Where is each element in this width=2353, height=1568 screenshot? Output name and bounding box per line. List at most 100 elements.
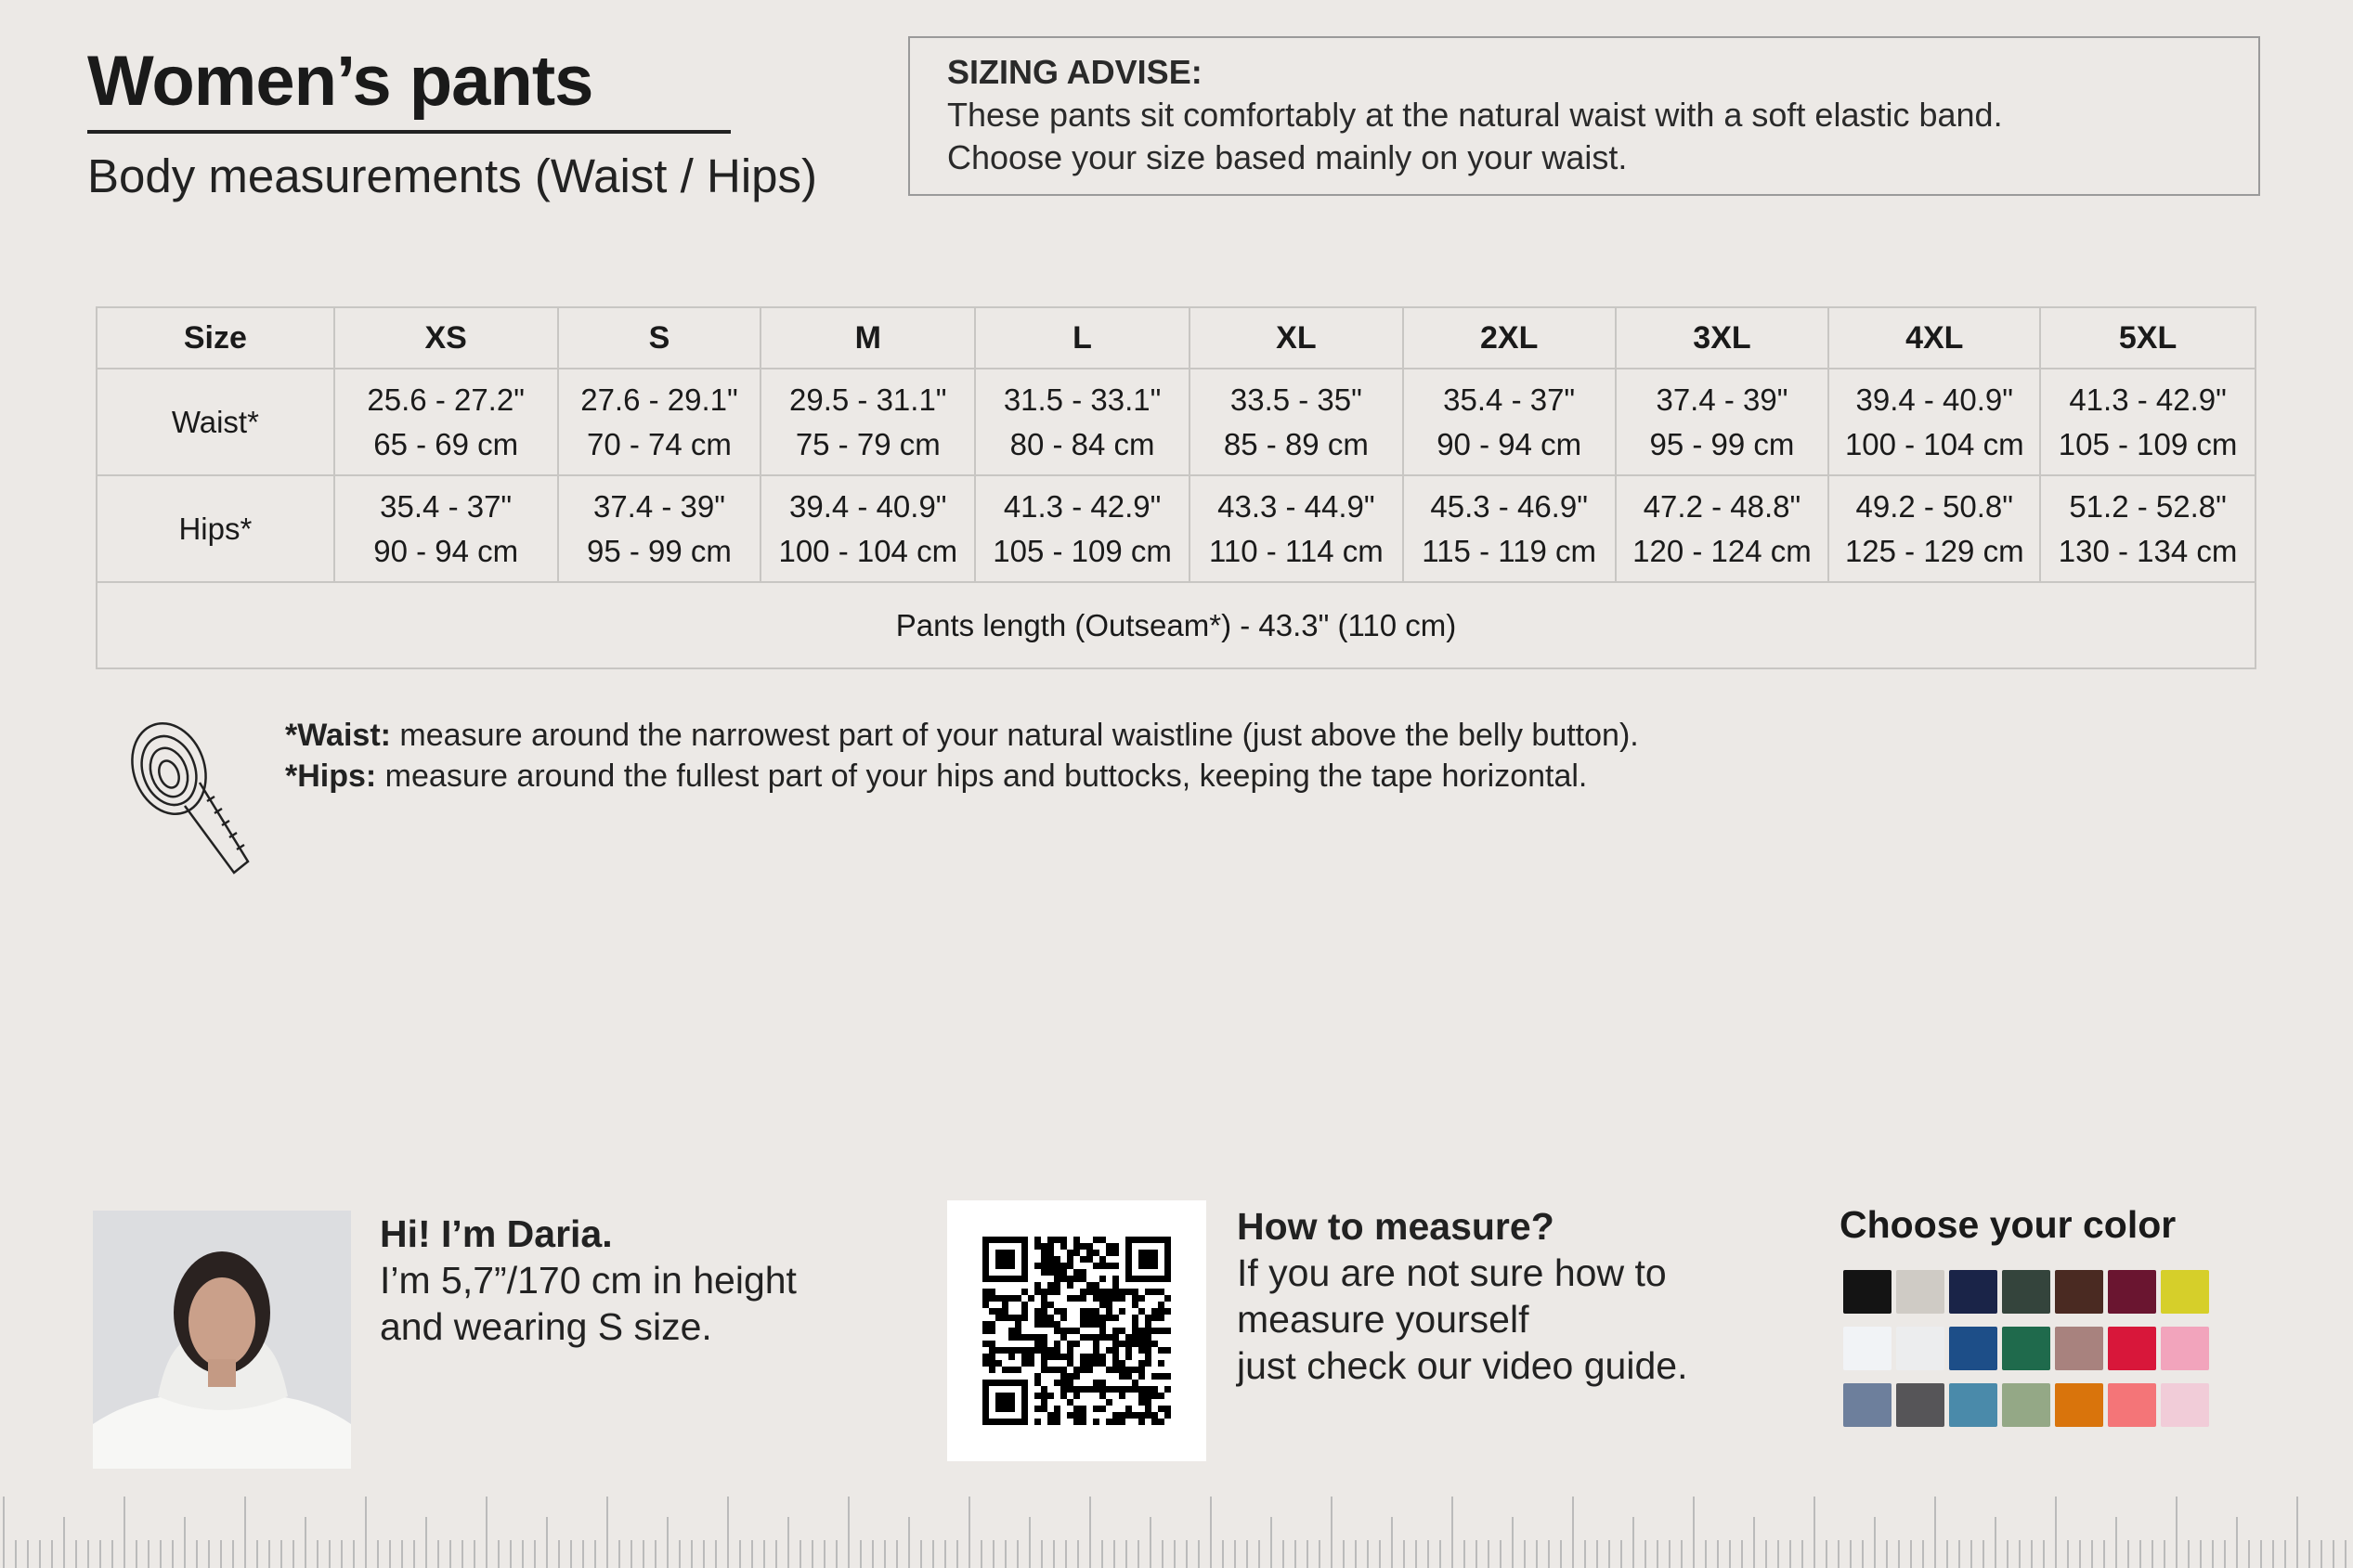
colors-title: Choose your color xyxy=(1840,1203,2177,1246)
cm-value: 95 - 99 cm xyxy=(587,533,732,568)
how-to-measure: How to measure? If you are not sure how … xyxy=(1237,1203,1687,1389)
color-swatch[interactable] xyxy=(2108,1383,2156,1427)
inches-value: 29.5 - 31.1" xyxy=(789,382,947,417)
ruler-decoration xyxy=(3,1497,2346,1568)
column-header: M xyxy=(760,306,977,369)
table-row: Hips* 35.4 - 37" 90 - 94 cm 37.4 - 39" 95 - … xyxy=(96,474,2256,583)
column-header: S xyxy=(556,306,762,369)
title-underline xyxy=(87,130,731,134)
table-cell: 49.2 - 50.8" 125 - 129 cm xyxy=(1827,474,2042,583)
color-swatch[interactable] xyxy=(1843,1383,1892,1427)
how-to-line: just check our video guide. xyxy=(1237,1344,1688,1387)
inches-value: 25.6 - 27.2" xyxy=(367,382,525,417)
color-swatch[interactable] xyxy=(2161,1327,2209,1370)
pants-length: Pants length (Outseam*) - 43.3" (110 cm) xyxy=(96,581,2256,669)
color-swatch[interactable] xyxy=(1843,1327,1892,1370)
color-swatch[interactable] xyxy=(2055,1383,2103,1427)
inches-value: 47.2 - 48.8" xyxy=(1643,488,1801,524)
cm-value: 100 - 104 cm xyxy=(778,533,958,568)
color-swatch[interactable] xyxy=(1843,1270,1892,1314)
how-to-line: If you are not sure how to xyxy=(1237,1251,1667,1294)
inches-value: 39.4 - 40.9" xyxy=(1855,382,2014,417)
page-subtitle: Body measurements (Waist / Hips) xyxy=(87,149,817,202)
color-swatch[interactable] xyxy=(2108,1270,2156,1314)
page-title: Women’s pants xyxy=(87,42,593,121)
cm-value: 80 - 84 cm xyxy=(1009,426,1155,461)
color-swatches xyxy=(1843,1270,2209,1427)
model-photo xyxy=(93,1211,351,1469)
note-waist: *Waist: measure around the narrowest par… xyxy=(285,718,1639,753)
table-cell: 27.6 - 29.1" 70 - 74 cm xyxy=(556,368,762,476)
cm-value: 130 - 134 cm xyxy=(2058,533,2238,568)
cm-value: 120 - 124 cm xyxy=(1632,533,1812,568)
color-swatch[interactable] xyxy=(1896,1327,1944,1370)
column-header: 5XL xyxy=(2039,306,2256,369)
cm-value: 105 - 109 cm xyxy=(2058,426,2238,461)
color-swatch[interactable] xyxy=(2055,1270,2103,1314)
inches-value: 45.3 - 46.9" xyxy=(1430,488,1588,524)
cm-value: 95 - 99 cm xyxy=(1649,426,1795,461)
column-header: 3XL xyxy=(1614,306,1830,369)
measuring-tape-icon xyxy=(131,722,250,875)
color-swatch[interactable] xyxy=(1896,1383,1944,1427)
color-swatch[interactable] xyxy=(2002,1270,2050,1314)
size-table: Size XS S M L XL 2XL 3XL 4XL 5XL Waist* 25.6 - 27.… xyxy=(96,306,2256,669)
color-swatch[interactable] xyxy=(1949,1327,1997,1370)
color-swatch[interactable] xyxy=(2002,1383,2050,1427)
table-row: Waist* 25.6 - 27.2" 65 - 69 cm 27.6 - 29.1"… xyxy=(96,368,2256,476)
inches-value: 41.3 - 42.9" xyxy=(2069,382,2227,417)
table-cell: 41.3 - 42.9" 105 - 109 cm xyxy=(974,474,1190,583)
color-swatch[interactable] xyxy=(1896,1270,1944,1314)
table-cell: 29.5 - 31.1" 75 - 79 cm xyxy=(760,368,977,476)
table-cell: 51.2 - 52.8" 130 - 134 cm xyxy=(2039,474,2256,583)
color-swatch[interactable] xyxy=(2002,1327,2050,1370)
cm-value: 85 - 89 cm xyxy=(1223,426,1369,461)
table-cell: 37.4 - 39" 95 - 99 cm xyxy=(556,474,762,583)
row-label: Waist* xyxy=(96,368,335,476)
column-header: L xyxy=(974,306,1190,369)
column-header: 2XL xyxy=(1401,306,1617,369)
color-swatch[interactable] xyxy=(1949,1270,1997,1314)
table-cell: 47.2 - 48.8" 120 - 124 cm xyxy=(1614,474,1830,583)
cm-value: 65 - 69 cm xyxy=(373,426,519,461)
table-cell: 25.6 - 27.2" 65 - 69 cm xyxy=(332,368,559,476)
advice-line: Choose your size based mainly on your wa… xyxy=(947,138,1628,176)
color-swatch[interactable] xyxy=(2055,1327,2103,1370)
row-label: Hips* xyxy=(96,474,335,583)
column-header: 4XL xyxy=(1827,306,2042,369)
table-cell: 35.4 - 37" 90 - 94 cm xyxy=(332,474,559,583)
measurement-notes: *Waist: measure around the narrowest par… xyxy=(285,715,1639,797)
table-header-row: Size XS S M L XL 2XL 3XL 4XL 5XL xyxy=(96,306,2256,369)
inches-value: 43.3 - 44.9" xyxy=(1217,488,1375,524)
inches-value: 33.5 - 35" xyxy=(1229,382,1362,417)
how-to-line: measure yourself xyxy=(1237,1298,1529,1341)
cm-value: 70 - 74 cm xyxy=(587,426,732,461)
model-info: Hi! I’m Daria. I’m 5,7”/170 cm in height… xyxy=(380,1211,797,1350)
column-header: XL xyxy=(1188,306,1404,369)
inches-value: 37.4 - 39" xyxy=(1656,382,1788,417)
note-hips: *Hips: measure around the fullest part o… xyxy=(285,758,1588,794)
model-size: and wearing S size. xyxy=(380,1305,712,1348)
column-header: Size xyxy=(96,306,335,369)
color-swatch[interactable] xyxy=(2108,1327,2156,1370)
color-swatch[interactable] xyxy=(2161,1270,2209,1314)
model-greeting: Hi! I’m Daria. xyxy=(380,1212,613,1255)
table-cell: 43.3 - 44.9" 110 - 114 cm xyxy=(1188,474,1404,583)
how-to-measure-heading: How to measure? xyxy=(1237,1205,1554,1248)
cm-value: 100 - 104 cm xyxy=(1844,426,2024,461)
color-swatch[interactable] xyxy=(2161,1383,2209,1427)
sizing-advice-box: SIZING ADVISE: These pants sit comfortab… xyxy=(908,36,2260,196)
cm-value: 75 - 79 cm xyxy=(795,426,941,461)
inches-value: 51.2 - 52.8" xyxy=(2069,488,2227,524)
table-cell: 37.4 - 39" 95 - 99 cm xyxy=(1614,368,1830,476)
table-cell: 41.3 - 42.9" 105 - 109 cm xyxy=(2039,368,2256,476)
table-cell: 39.4 - 40.9" 100 - 104 cm xyxy=(1827,368,2042,476)
cm-value: 125 - 129 cm xyxy=(1844,533,2024,568)
cm-value: 105 - 109 cm xyxy=(993,533,1172,568)
advice-line: These pants sit comfortably at the natur… xyxy=(947,96,2003,134)
inches-value: 35.4 - 37" xyxy=(1443,382,1576,417)
qr-code[interactable] xyxy=(947,1200,1206,1461)
inches-value: 49.2 - 50.8" xyxy=(1855,488,2014,524)
table-cell: 35.4 - 37" 90 - 94 cm xyxy=(1401,368,1617,476)
color-swatch[interactable] xyxy=(1949,1383,1997,1427)
